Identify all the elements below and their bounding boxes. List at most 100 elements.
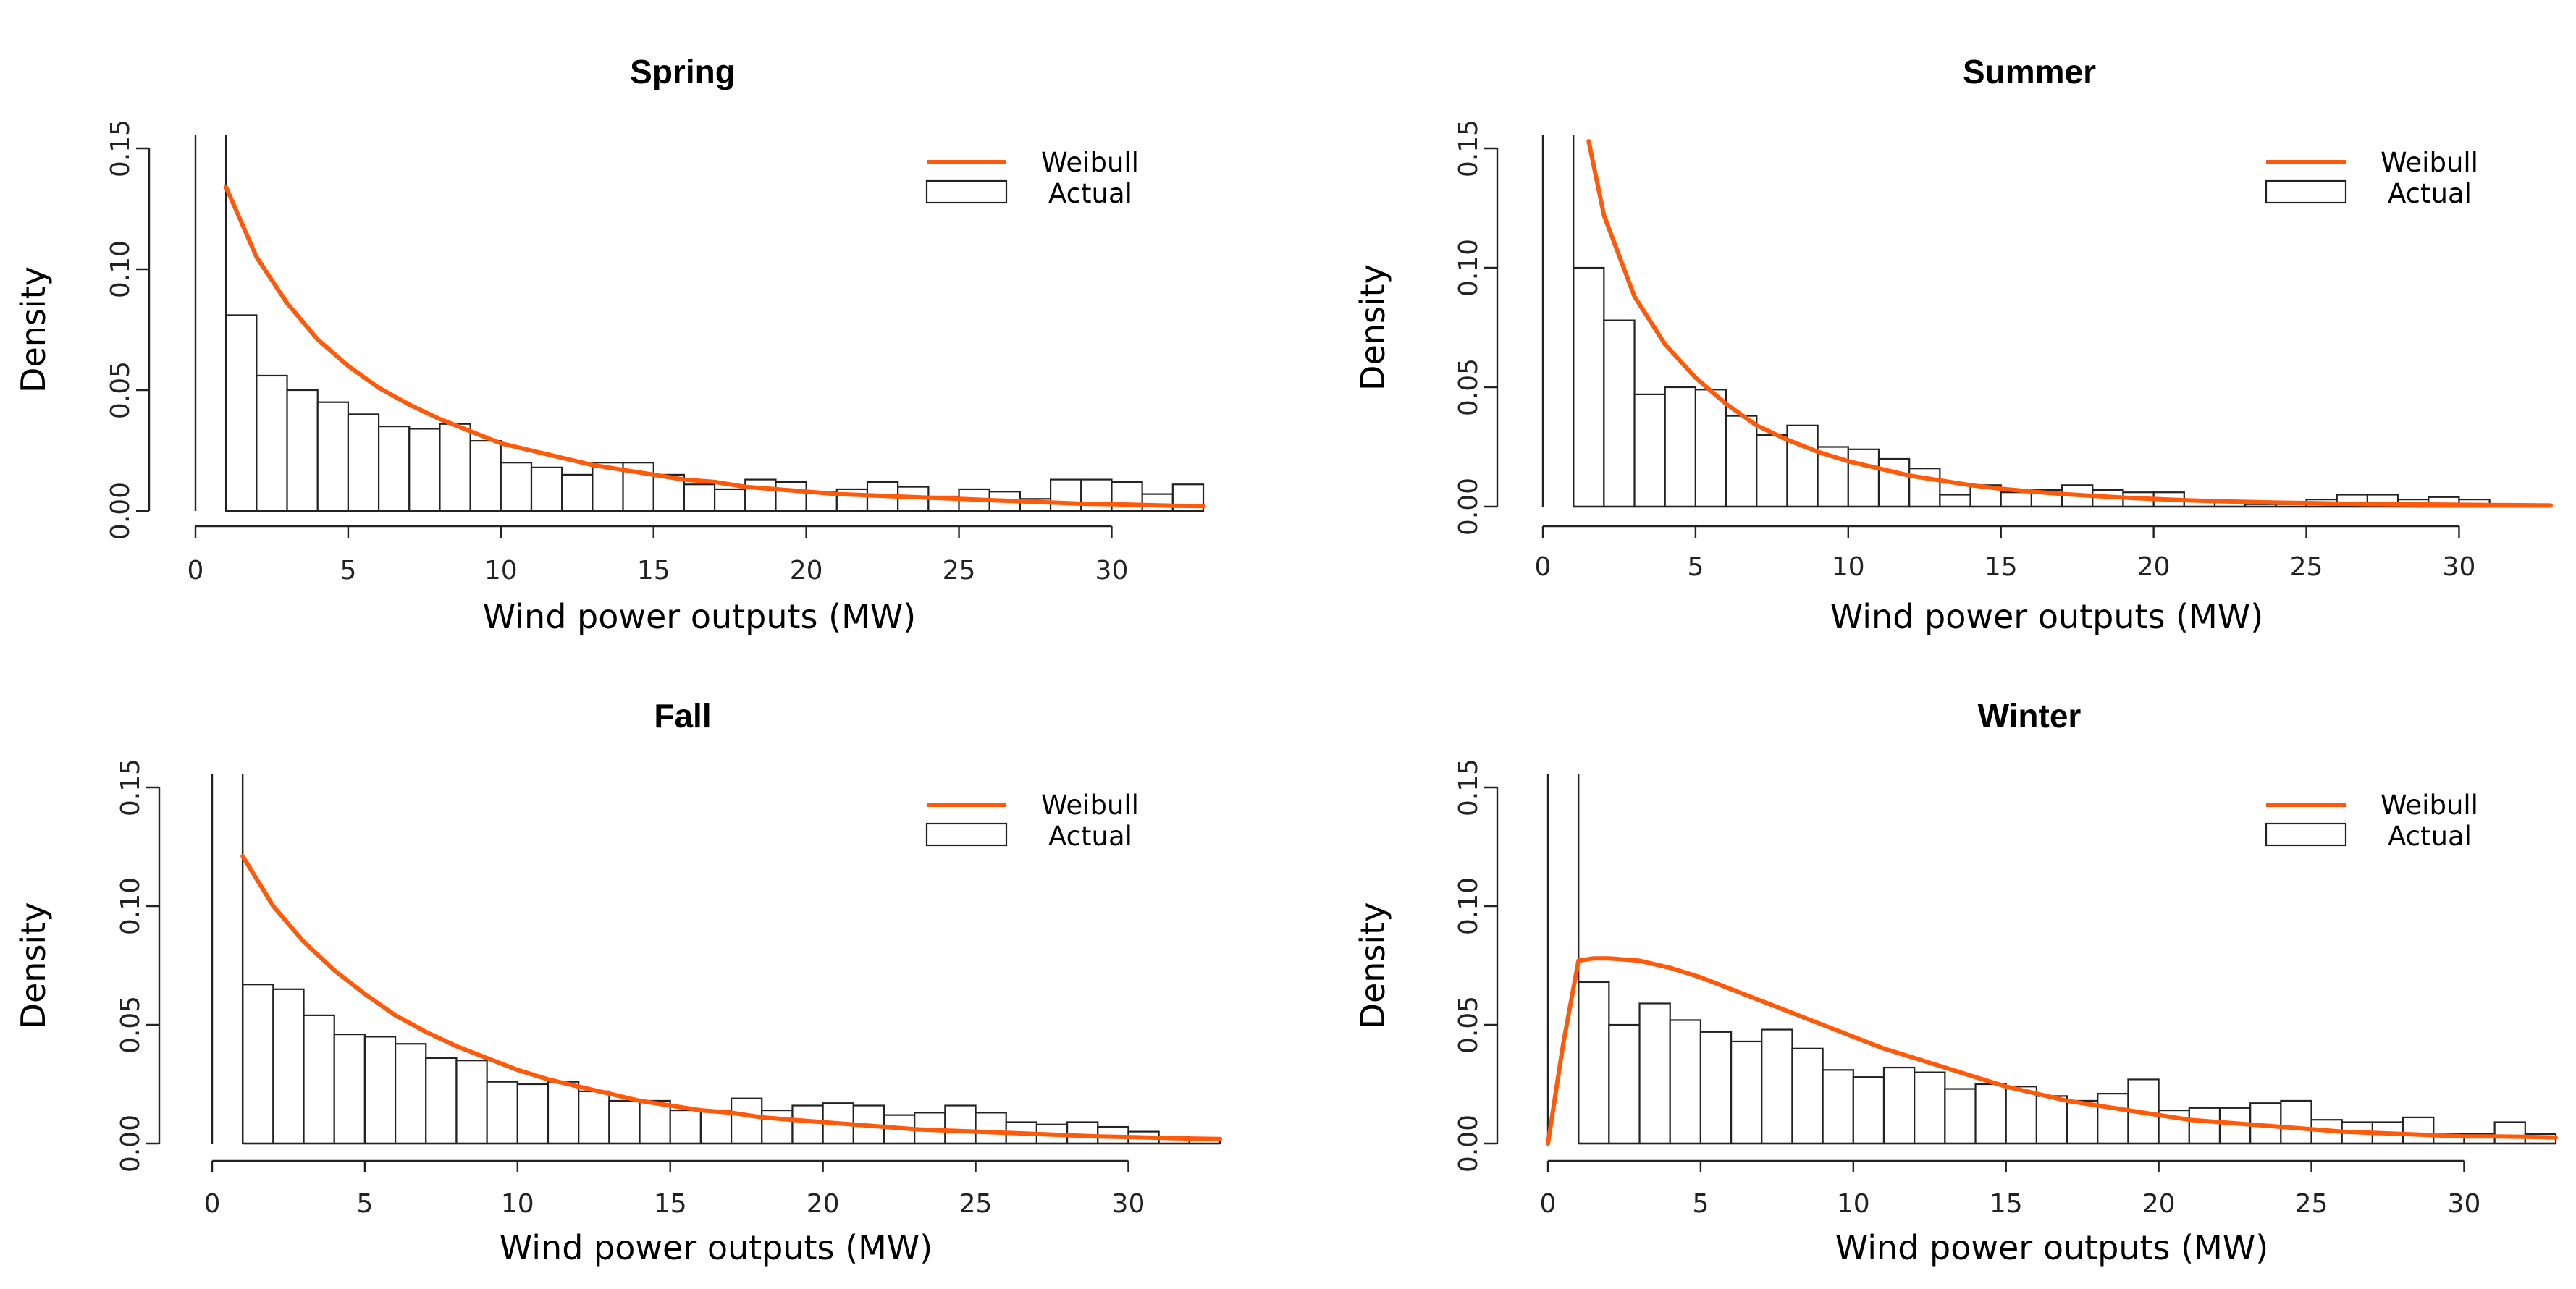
x-tick-label: 25 xyxy=(2295,1189,2328,1219)
histogram-bar xyxy=(1730,1040,1763,1145)
x-tick-label: 20 xyxy=(790,556,823,586)
chart-panel-spring: Spring 0.00 0.05 0.10 0.15 Density 0 5 10 15 20 25 3… xyxy=(14,53,1205,636)
x-tick-label: 30 xyxy=(1095,556,1129,586)
histogram-bar xyxy=(408,428,441,512)
histogram-bar xyxy=(455,1060,488,1145)
histogram-bar xyxy=(639,1099,671,1145)
histogram-bar xyxy=(608,1099,641,1145)
x-tick-label: 10 xyxy=(1832,552,1865,582)
histogram-bar xyxy=(1914,1071,1946,1145)
histogram-bar xyxy=(699,1109,733,1145)
histogram-bar xyxy=(486,1081,518,1145)
weibull-curve xyxy=(1546,956,2558,1146)
histogram-bar xyxy=(1633,393,1666,508)
histogram-bar xyxy=(225,314,258,512)
histogram-bar xyxy=(439,423,471,512)
chart-panel-fall: Fall 0.00 0.05 0.10 0.15 Density 0 5 10 15 20 25 30 W… xyxy=(14,697,1222,1267)
x-tick-label: 10 xyxy=(484,556,518,586)
histogram-bar xyxy=(469,440,502,512)
y-tick-label: 0.10 xyxy=(1454,239,1483,297)
legend-actual-label: Actual xyxy=(2388,821,2472,852)
histogram-bar xyxy=(333,1034,366,1145)
histogram-bar xyxy=(1141,493,1174,512)
x-tick-label: 15 xyxy=(654,1189,687,1219)
histogram-bar xyxy=(256,374,288,512)
histogram-bar xyxy=(1049,478,1082,512)
legend-weibull-label: Weibull xyxy=(2381,790,2478,821)
histogram-bar xyxy=(730,1097,763,1145)
histogram-bar xyxy=(1852,1076,1885,1145)
x-axis-label: Wind power outputs (MW) xyxy=(1835,1228,2268,1267)
x-tick-label: 0 xyxy=(1535,552,1552,582)
histogram-bar xyxy=(1974,1083,2007,1145)
histogram-bar xyxy=(272,988,305,1145)
x-tick-label: 20 xyxy=(2142,1189,2176,1219)
histogram-bar xyxy=(669,1109,702,1145)
histogram-bar xyxy=(394,1043,427,1145)
histogram-bar xyxy=(1847,448,1880,508)
x-tick-label: 20 xyxy=(807,1189,840,1219)
histogram-bar xyxy=(791,1104,824,1145)
histogram-bar xyxy=(286,389,319,512)
weibull-curve xyxy=(224,185,1205,509)
x-tick-label: 15 xyxy=(1990,1189,2023,1219)
y-tick-label: 0.15 xyxy=(1454,758,1483,816)
y-tick-label: 0.05 xyxy=(1454,358,1483,416)
histogram-bar xyxy=(2097,1093,2129,1145)
legend-actual-swatch xyxy=(925,179,1008,204)
histogram-bar xyxy=(530,466,563,512)
histogram-bar xyxy=(1725,415,1758,508)
histogram-bar xyxy=(975,1112,1007,1145)
x-axis-label: Wind power outputs (MW) xyxy=(483,597,916,636)
histogram-bar xyxy=(713,488,746,512)
x-tick-label: 0 xyxy=(188,556,204,586)
y-tick-label: 0.00 xyxy=(1454,1115,1483,1172)
chart-panel-winter: Winter 0.00 0.05 0.10 0.15 Density 0 5 10 15 20 25 3… xyxy=(1353,697,2558,1267)
x-tick-label: 30 xyxy=(1112,1189,1145,1219)
legend-actual-label: Actual xyxy=(1048,821,1132,852)
histogram-bar xyxy=(425,1057,458,1145)
histogram-bar xyxy=(1939,494,1971,508)
x-tick-label: 0 xyxy=(204,1189,221,1219)
y-tick-label: 0.10 xyxy=(106,240,135,298)
y-axis-label: Density xyxy=(14,903,53,1029)
x-tick-label: 25 xyxy=(2290,552,2323,582)
weibull-curve xyxy=(240,854,1222,1141)
histogram-bar xyxy=(2035,1095,2068,1145)
x-tick-label: 5 xyxy=(1692,1189,1709,1219)
x-tick-label: 5 xyxy=(340,556,356,586)
legend-weibull-label: Weibull xyxy=(1041,147,1139,178)
y-tick-label: 0.00 xyxy=(116,1115,146,1172)
x-tick-label: 30 xyxy=(2443,552,2476,582)
legend-weibull-label: Weibull xyxy=(1041,790,1139,821)
histogram-bar xyxy=(2005,1086,2038,1145)
histogram-bar xyxy=(316,401,350,512)
x-tick-label: 25 xyxy=(959,1189,993,1219)
histogram-bar xyxy=(1822,1069,1854,1145)
histogram-bar xyxy=(2493,1121,2526,1145)
histogram-bar xyxy=(1664,386,1697,508)
histogram-bar xyxy=(1756,434,1788,508)
histogram-bar xyxy=(1786,424,1819,508)
histogram-bar xyxy=(2188,1107,2221,1145)
histogram-bar xyxy=(516,1083,550,1145)
legend-actual-label: Actual xyxy=(2388,178,2472,209)
histogram-bar xyxy=(1908,468,1941,508)
legend-actual-swatch xyxy=(2265,822,2347,847)
histogram-bar xyxy=(1944,1088,1977,1145)
y-tick-label: 0.05 xyxy=(116,996,146,1054)
chart-panel-summer: Summer 0.00 0.05 0.10 0.15 Density 0 5 10 15 20 25 3… xyxy=(1353,53,2553,636)
histogram-bar xyxy=(1882,1066,1916,1145)
histogram-bar xyxy=(1877,457,1911,508)
histogram-bar xyxy=(1608,1023,1641,1145)
histogram-bar xyxy=(2000,491,2033,508)
x-axis-label: Wind power outputs (MW) xyxy=(500,1228,933,1267)
y-tick-label: 0.05 xyxy=(106,361,135,419)
histogram-bar xyxy=(683,483,716,512)
histogram-bar xyxy=(377,425,411,512)
weibull-curve xyxy=(1586,139,2553,508)
histogram-bar xyxy=(347,413,380,512)
histogram-bar xyxy=(1694,389,1727,508)
x-tick-label: 20 xyxy=(2137,552,2171,582)
